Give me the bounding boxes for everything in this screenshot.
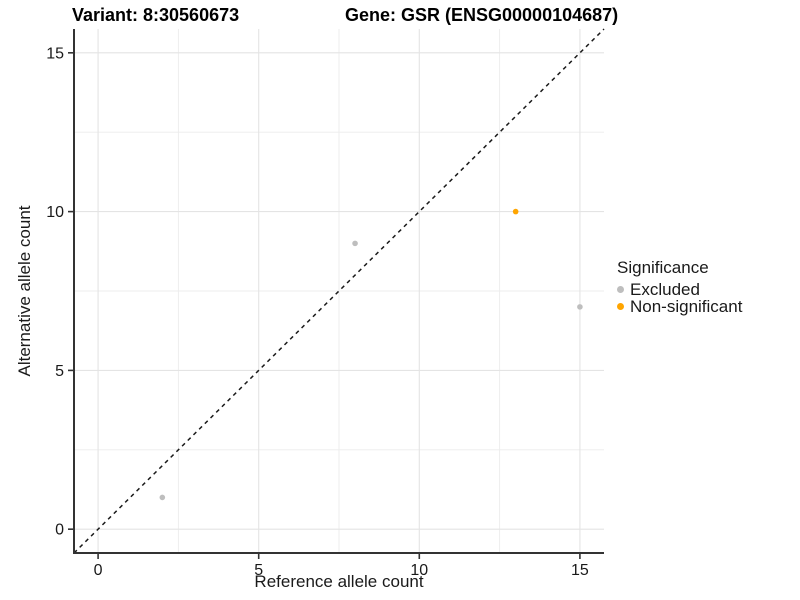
data-point-excluded xyxy=(352,240,358,247)
x-tick-label: 0 xyxy=(94,562,103,579)
data-point-excluded xyxy=(159,494,166,501)
legend: Significance Excluded Non-significant xyxy=(617,258,743,316)
plot-title-variant: Variant: 8:30560673 xyxy=(72,5,240,25)
legend-item-label: Non-significant xyxy=(630,296,743,316)
legend-item-non-significant: Non-significant xyxy=(617,296,743,316)
data-point-non-significant xyxy=(512,208,519,215)
y-tick-label: 15 xyxy=(46,45,64,62)
legend-title: Significance xyxy=(617,258,709,277)
x-axis-title: Reference allele count xyxy=(254,572,424,591)
legend-item-label: Excluded xyxy=(630,279,700,299)
y-axis-title: Alternative allele count xyxy=(15,205,34,377)
legend-item-excluded: Excluded xyxy=(617,279,742,299)
plot-title-gene: Gene: GSR (ENSG00000104687) xyxy=(345,5,619,25)
excluded-point-icon xyxy=(617,286,624,293)
non-significant-point-icon xyxy=(617,303,624,310)
y-tick-label: 5 xyxy=(55,363,64,380)
data-point-excluded xyxy=(577,304,583,310)
y-tick-label: 0 xyxy=(55,522,64,539)
x-tick-label: 5 xyxy=(254,562,263,579)
y-tick-label: 10 xyxy=(46,204,64,221)
x-tick-label: 15 xyxy=(571,562,589,579)
x-tick-label: 10 xyxy=(410,562,428,579)
